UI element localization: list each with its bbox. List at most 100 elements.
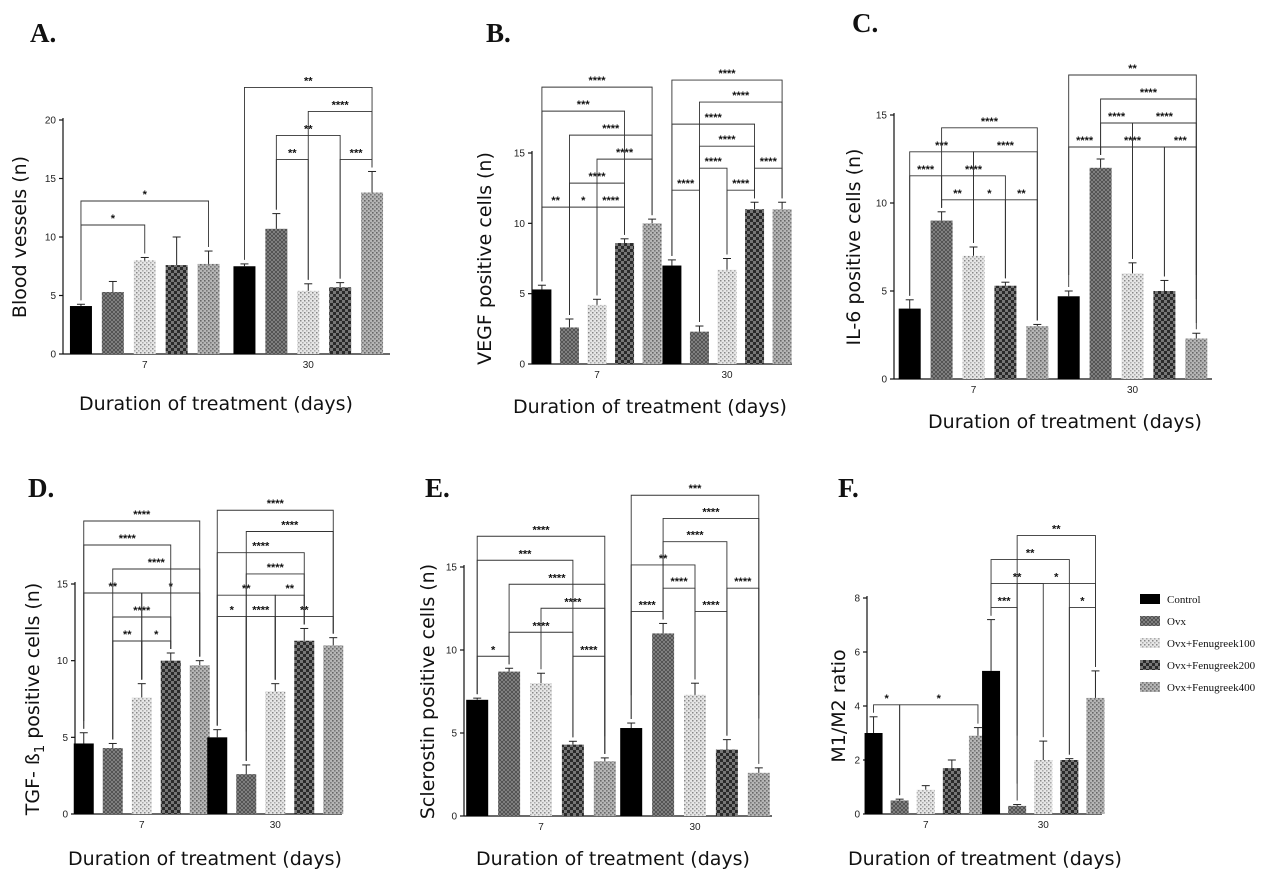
bar-control-30	[207, 737, 228, 814]
bar-control-30	[620, 728, 643, 816]
significance-label: **	[953, 188, 962, 200]
x-tick-label: 30	[1038, 820, 1050, 831]
bar-ovx-fenugreek400-30	[747, 772, 770, 816]
significance-label: *	[987, 188, 992, 200]
significance-label: ****	[670, 576, 688, 588]
significance-label: *	[884, 693, 889, 705]
significance-label: **	[1026, 548, 1035, 560]
significance-label: ****	[917, 164, 935, 176]
legend-swatch	[1140, 616, 1160, 626]
legend-swatch	[1140, 594, 1160, 604]
significance-label: **	[551, 195, 560, 207]
x-axis-label: Duration of treatment (days)	[848, 848, 1122, 870]
bar-control-7	[898, 308, 921, 379]
legend-label: Ovx+Fenugreek100	[1167, 638, 1256, 650]
significance-label: **	[1017, 188, 1026, 200]
significance-label: ***	[1174, 135, 1188, 147]
panel-2: C. 0 5 10 15 IL-6 positive cells (n) Duration …	[843, 8, 1212, 433]
significance-label: ****	[267, 562, 285, 574]
significance-label: *	[143, 189, 148, 201]
significance-label: ****	[332, 99, 350, 111]
bar-ovx-fenugreek100-30	[1121, 273, 1144, 379]
panel-letter: C.	[852, 8, 878, 38]
y-tick-label: 5	[50, 291, 56, 302]
bar-ovx-fenugreek400-7	[642, 223, 662, 364]
y-tick-label: 2	[854, 756, 860, 767]
bar-ovx-fenugreek400-7	[593, 761, 616, 816]
bar-ovx-fenugreek100-7	[133, 260, 156, 354]
significance-bracket	[1068, 74, 1197, 275]
y-tick-label: 15	[57, 580, 69, 591]
x-tick-label: 7	[139, 820, 145, 831]
significance-bracket	[662, 518, 760, 719]
significance-label: **	[1128, 63, 1137, 75]
bar-control-30	[1057, 296, 1080, 379]
y-tick-label: 10	[446, 646, 458, 657]
bar-ovx-7	[102, 748, 123, 814]
bar-ovx-fenugreek400-30	[323, 645, 344, 814]
significance-label: ****	[686, 530, 704, 542]
bar-ovx-fenugreek400-7	[189, 665, 210, 814]
bar-control-7	[864, 733, 883, 814]
significance-label: ****	[1108, 111, 1126, 123]
significance-bracket	[245, 531, 334, 732]
significance-label: ****	[677, 178, 695, 190]
significance-label: ****	[732, 178, 750, 190]
significance-bracket	[569, 134, 653, 315]
legend-swatch	[1140, 682, 1160, 692]
significance-label: *	[491, 644, 496, 656]
x-axis-label: Duration of treatment (days)	[476, 848, 750, 870]
bar-ovx-fenugreek100-30	[265, 691, 286, 814]
y-tick-label: 0	[854, 810, 860, 821]
y-tick-label: 10	[45, 233, 57, 244]
significance-label: *	[111, 213, 116, 225]
bar-ovx-30	[652, 633, 675, 816]
significance-label: ****	[252, 541, 270, 553]
legend-label: Control	[1167, 594, 1201, 606]
significance-label: ****	[252, 604, 270, 616]
bar-ovx-fenugreek200-7	[994, 285, 1017, 379]
significance-label: ****	[602, 195, 620, 207]
bar-control-30	[233, 266, 256, 354]
y-tick-label: 15	[446, 563, 458, 574]
y-tick-label: 5	[519, 289, 525, 300]
significance-label: ***	[689, 483, 703, 495]
y-axis-label: Sclerostin positive cells (n)	[417, 564, 439, 819]
significance-label: ***	[998, 596, 1012, 608]
significance-label: ****	[705, 156, 723, 168]
bar-ovx-fenugreek200-30	[1153, 291, 1176, 379]
bar-ovx-fenugreek400-7	[197, 263, 220, 354]
y-tick-label: 15	[876, 111, 888, 122]
bar-ovx-fenugreek100-7	[530, 683, 552, 816]
significance-label: ****	[267, 498, 285, 510]
bar-control-30	[982, 670, 1001, 814]
x-tick-label: 30	[721, 370, 733, 381]
significance-label: ****	[580, 644, 598, 656]
bar-ovx-fenugreek400-30	[361, 192, 384, 354]
significance-label: ****	[734, 576, 752, 588]
y-tick-label: 0	[62, 810, 68, 821]
significance-label: *	[230, 604, 235, 616]
bar-control-7	[73, 743, 94, 814]
significance-label: **	[1052, 524, 1061, 536]
bar-ovx-7	[498, 671, 521, 816]
y-tick-label: 20	[45, 116, 57, 127]
bar-ovx-7	[101, 291, 124, 354]
significance-bracket	[1016, 535, 1096, 736]
significance-bracket	[541, 86, 653, 282]
panel-4: E. 0 5 10 15 Sclerostin positive cells (n) Dur…	[417, 473, 772, 870]
y-tick-label: 5	[62, 733, 68, 744]
significance-label: ****	[1156, 111, 1174, 123]
x-tick-label: 30	[303, 360, 315, 371]
y-tick-label: 5	[881, 287, 887, 298]
panel-0: A. 0 5 10 15 20 Blood vessels (n) Duration of t…	[9, 18, 390, 415]
significance-label: **	[288, 147, 297, 159]
y-tick-label: 5	[451, 729, 457, 740]
y-axis-label: Blood vessels (n)	[9, 156, 31, 318]
legend: Control Ovx Ovx+Fenugreek100 Ovx+Fenugreek2…	[1140, 594, 1256, 694]
bar-ovx-fenugreek400-30	[1185, 338, 1208, 379]
bar-ovx-7	[559, 327, 579, 364]
significance-bracket	[508, 583, 606, 754]
bar-ovx-fenugreek100-30	[297, 290, 320, 354]
legend-swatch	[1140, 660, 1160, 670]
